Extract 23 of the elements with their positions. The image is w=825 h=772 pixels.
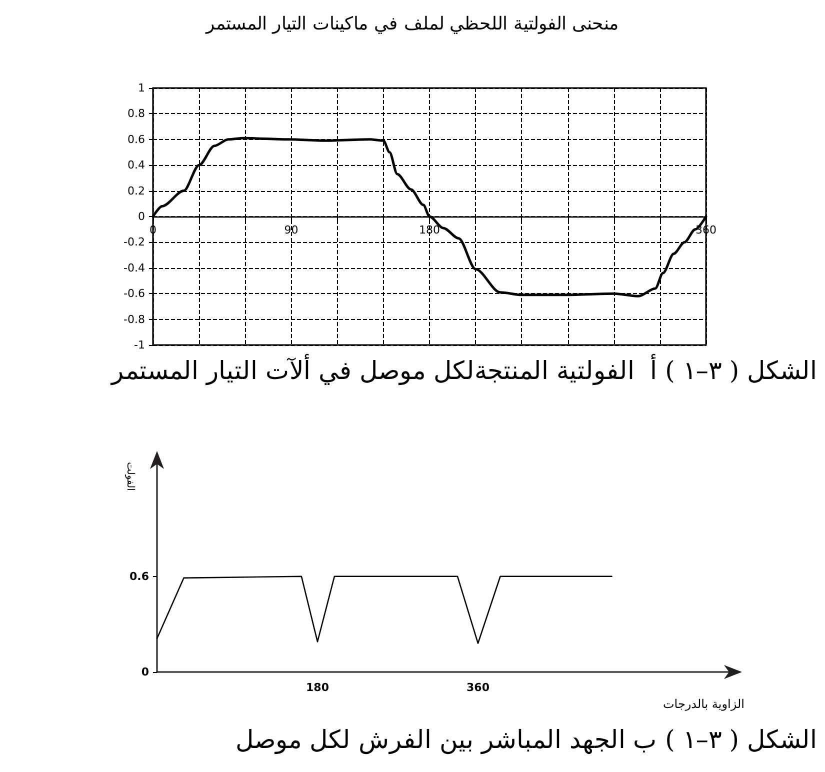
y-tick-label: 0.6 — [130, 570, 150, 583]
y-tick-label: 0.8 — [128, 107, 145, 120]
x-tick-label: 180 — [306, 681, 330, 694]
text: الشكل ( ٣–١ ) ب الجهد المباشر بين الفرش لكل موصل — [236, 725, 818, 755]
y-tick-label: -0.4 — [124, 261, 145, 274]
x-tick-label: 180 — [419, 224, 440, 236]
y-tick-label: -0.6 — [124, 287, 145, 300]
y-tick-label: -0.2 — [124, 236, 145, 249]
y-tick-label: 0.2 — [128, 184, 145, 198]
y-tick-label: 0.6 — [128, 132, 145, 146]
y-tick-label: -0.8 — [124, 312, 145, 326]
x-tick-label: 90 — [284, 224, 298, 236]
y-tick-label: 0 — [141, 666, 150, 678]
line-series — [156, 576, 612, 644]
y-axis-title: الفولت — [124, 462, 136, 491]
chart-title: منحنى الفولتية اللحظي لملف في ماكينات التيار المستمر — [204, 14, 620, 34]
y-tick-label: 0 — [138, 210, 145, 223]
y-tick-label: -1 — [134, 338, 145, 352]
x-axis-title: الزاوية بالدرجات — [663, 697, 744, 711]
x-tick-label: 360 — [466, 681, 490, 694]
y-tick-label: 1 — [138, 82, 145, 94]
text: الشكل ( ٣–١ ) أ الفولتية المنتجةلكل موصل في ألآت التيار المستمر — [110, 353, 818, 386]
y-tick-label: 0.4 — [128, 158, 145, 172]
